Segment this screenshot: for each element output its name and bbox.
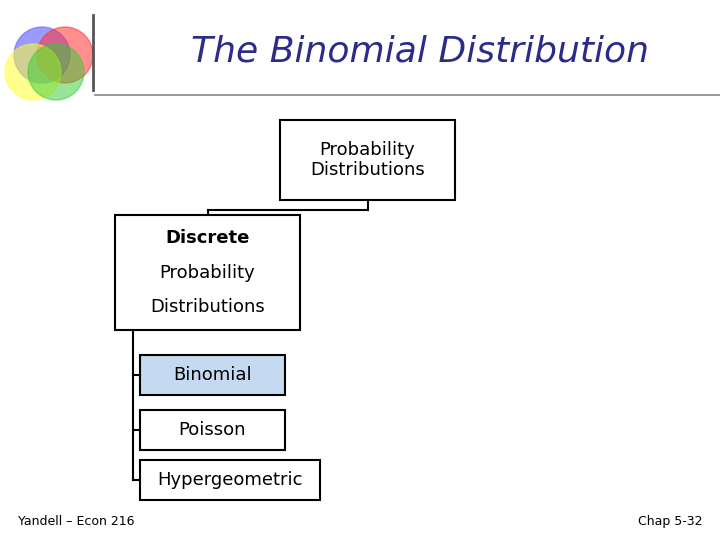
Text: Hypergeometric: Hypergeometric: [157, 471, 302, 489]
Text: Yandell – Econ 216: Yandell – Econ 216: [18, 515, 135, 528]
Text: Probability
Distributions: Probability Distributions: [310, 140, 425, 179]
Circle shape: [14, 27, 70, 83]
FancyBboxPatch shape: [140, 460, 320, 500]
Circle shape: [37, 27, 93, 83]
FancyBboxPatch shape: [140, 410, 285, 450]
Text: Chap 5-32: Chap 5-32: [637, 515, 702, 528]
FancyBboxPatch shape: [115, 215, 300, 330]
FancyBboxPatch shape: [280, 120, 455, 200]
Text: Distributions: Distributions: [150, 298, 265, 316]
Text: Poisson: Poisson: [179, 421, 246, 439]
Text: Probability: Probability: [160, 264, 256, 281]
Text: Binomial: Binomial: [174, 366, 252, 384]
Circle shape: [5, 44, 61, 100]
Circle shape: [28, 44, 84, 100]
Text: The Binomial Distribution: The Binomial Distribution: [191, 35, 649, 69]
FancyBboxPatch shape: [140, 355, 285, 395]
Text: Discrete: Discrete: [166, 228, 250, 247]
